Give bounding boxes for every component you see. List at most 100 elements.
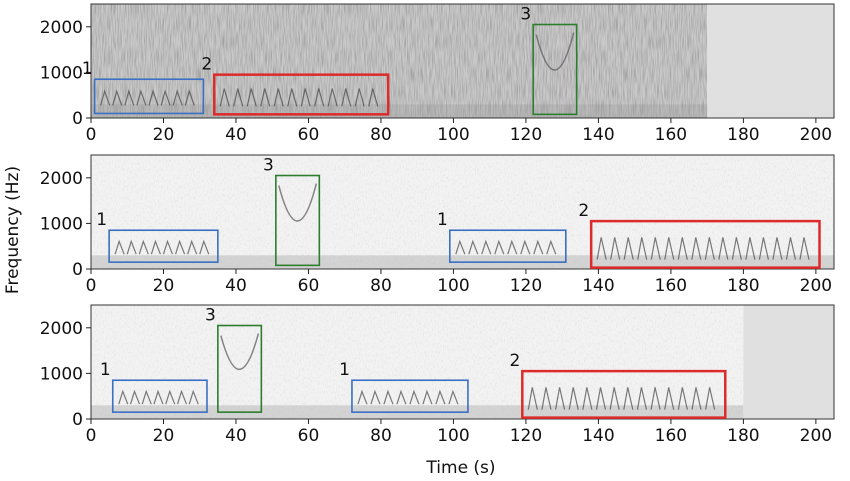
call-contour (370, 389, 381, 405)
x-tick-label: 160 (655, 125, 687, 145)
x-tick-label: 60 (298, 426, 320, 446)
call-contour (596, 237, 607, 260)
call-contour (199, 239, 210, 255)
panel-frame (90, 304, 835, 420)
spectrogram-texture (91, 155, 834, 269)
call-box-outline (111, 379, 208, 413)
call-box-label: 3 (205, 306, 216, 326)
call-box-outline (589, 219, 821, 269)
call-contour (731, 237, 742, 260)
x-tick-label: 180 (727, 125, 759, 145)
call-box-label: 1 (437, 210, 448, 230)
x-tick-label: 140 (582, 276, 614, 296)
spectrogram-texture (91, 305, 744, 419)
call-box-type-1: 1 (100, 360, 208, 413)
call-box-type-3: 3 (205, 306, 263, 413)
call-contour (114, 239, 125, 255)
x-tick-label: 140 (582, 426, 614, 446)
y-tick-label: 2000 (40, 169, 83, 189)
call-contour (610, 237, 621, 260)
call-contour (383, 389, 394, 405)
call-contour (136, 89, 147, 106)
call-box-type-1: 1 (339, 360, 469, 413)
spectrogram-texture (91, 4, 708, 118)
call-contour (165, 389, 176, 405)
call-box-label: 2 (201, 55, 212, 75)
call-contour (357, 389, 368, 405)
call-contour (327, 88, 338, 107)
call-contour (422, 389, 433, 405)
call-box-type-2: 2 (578, 201, 821, 269)
x-tick-label: 200 (800, 276, 832, 296)
call-box-outline (532, 23, 578, 116)
call-contour (623, 387, 634, 410)
x-tick-label: 20 (153, 125, 175, 145)
call-contour (704, 237, 715, 260)
low-frequency-band (91, 104, 708, 118)
call-box-label: 3 (263, 156, 274, 176)
y-tick-label: 1000 (40, 63, 83, 83)
call-contour (341, 88, 352, 107)
call-contour (677, 237, 688, 260)
call-box-type-2: 2 (509, 351, 727, 419)
x-axis-title: Time (s) (425, 458, 495, 478)
call-contour (409, 389, 420, 405)
x-tick-label: 0 (86, 125, 97, 145)
call-box-outline (217, 324, 263, 413)
call-contour (129, 389, 141, 405)
x-tick-label: 80 (370, 125, 392, 145)
y-axis-title: Frequency (Hz) (3, 166, 23, 294)
call-contour (507, 239, 518, 255)
call-box-outline (521, 369, 727, 419)
call-box-type-1: 1 (96, 210, 219, 263)
call-contour (527, 387, 538, 410)
call-box-type-2: 2 (201, 55, 390, 116)
y-tick-label: 0 (72, 109, 83, 129)
call-box-label: 1 (100, 360, 111, 380)
call-contour (758, 237, 770, 260)
call-contour (448, 389, 459, 405)
call-box-type-1: 1 (437, 210, 567, 263)
call-contour (468, 239, 479, 255)
x-tick-label: 20 (153, 276, 175, 296)
call-contour (118, 389, 129, 405)
call-contour (150, 239, 161, 255)
call-contour (745, 237, 756, 260)
x-tick-label: 200 (800, 426, 832, 446)
x-tick-label: 60 (298, 125, 320, 145)
no-data-region (743, 305, 834, 419)
call-contour (246, 88, 257, 107)
call-box-outline (212, 73, 390, 116)
x-tick-label: 160 (655, 426, 687, 446)
call-contour (153, 389, 164, 405)
call-box-label: 1 (82, 59, 93, 79)
call-contour (172, 89, 183, 106)
call-contour (637, 237, 648, 260)
x-tick-label: 100 (437, 125, 469, 145)
call-contour (494, 239, 505, 255)
x-tick-label: 200 (800, 125, 832, 145)
y-tick-label: 0 (72, 260, 83, 280)
x-tick-label: 120 (510, 426, 542, 446)
panel-frame (90, 154, 835, 270)
call-contour (273, 88, 284, 107)
call-contour (705, 387, 716, 410)
x-tick-label: 140 (582, 125, 614, 145)
call-contour (184, 89, 195, 106)
x-tick-label: 160 (655, 276, 687, 296)
call-contour (220, 333, 260, 370)
call-contour (520, 239, 531, 255)
call-box-type-3: 3 (520, 5, 578, 116)
spectrogram-panel-3: 0 1000 2000 0 20 40 60 80 100 120 140 160 180 200 1 3 1 2 (40, 304, 835, 446)
x-tick-label: 0 (86, 276, 97, 296)
call-contour (535, 32, 575, 71)
call-contour (636, 387, 648, 410)
call-contour (718, 237, 729, 260)
call-contour (546, 239, 557, 255)
x-tick-label: 80 (370, 276, 392, 296)
call-contour (481, 239, 492, 255)
call-contour (141, 389, 152, 405)
x-tick-label: 100 (437, 276, 469, 296)
call-contour (664, 387, 675, 410)
call-contour (160, 89, 171, 106)
